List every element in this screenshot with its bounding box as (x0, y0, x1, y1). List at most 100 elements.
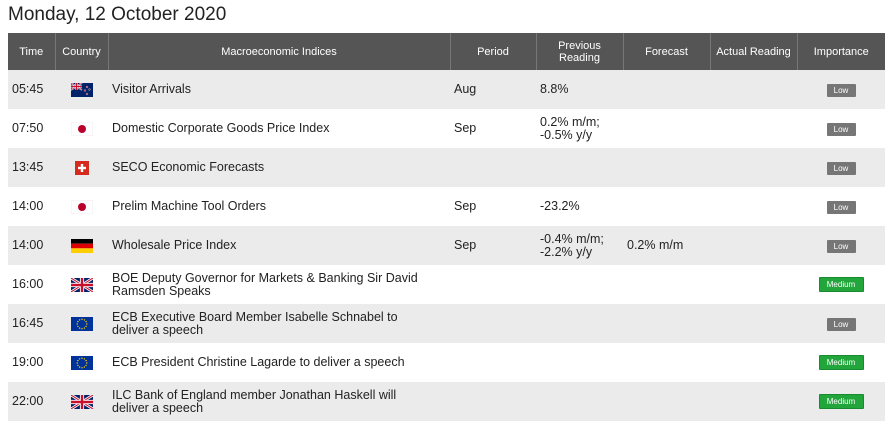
actual-reading-cell (710, 70, 797, 109)
table-row[interactable]: 13:45 SECO Economic Forecasts Low (8, 148, 885, 187)
actual-reading-cell (710, 343, 797, 382)
indicator-cell: ILC Bank of England member Jonathan Hask… (108, 382, 450, 421)
importance-cell: Medium (797, 343, 885, 382)
table-row[interactable]: 07:50 Domestic Corporate Goods Price Inde… (8, 109, 885, 148)
importance-badge: Medium (818, 355, 864, 370)
importance-cell: Low (797, 226, 885, 265)
header-previous-reading[interactable]: Previous Reading (535, 33, 623, 70)
importance-cell: Low (797, 109, 885, 148)
header-previous-line1: Previous (558, 39, 601, 52)
previous-reading-cell (536, 148, 623, 187)
country-cell (55, 265, 108, 304)
importance-badge: Low (826, 317, 856, 331)
gb-flag-icon (69, 393, 94, 410)
importance-badge: Low (826, 200, 856, 214)
indicator-cell: BOE Deputy Governor for Markets & Bankin… (108, 265, 450, 304)
indicator-cell: Domestic Corporate Goods Price Index (108, 109, 450, 148)
header-indices[interactable]: Macroeconomic Indices (107, 33, 450, 70)
previous-reading-cell: 8.8% (536, 70, 623, 109)
table-row[interactable]: 19:00 ECB President Christine Lagarde to … (8, 343, 885, 382)
time-cell: 07:50 (8, 109, 55, 148)
period-cell (450, 382, 536, 421)
previous-reading-cell: 0.2% m/m; -0.5% y/y (536, 109, 623, 148)
period-cell: Sep (450, 226, 536, 265)
importance-badge: Low (826, 239, 856, 253)
table-row[interactable]: 16:45 ECB Executive Board Member Isabelle… (8, 304, 885, 343)
ch-flag-icon (71, 160, 93, 175)
importance-badge: Low (826, 83, 856, 97)
time-cell: 19:00 (8, 343, 55, 382)
forecast-cell (623, 187, 710, 226)
previous-reading-cell (536, 382, 623, 421)
header-forecast[interactable]: Forecast (622, 33, 710, 70)
table-row[interactable]: 05:45 Visitor Arrivals Aug 8.8% Low (8, 70, 885, 109)
period-cell (450, 343, 536, 382)
gb-flag-icon (69, 276, 94, 293)
period-cell (450, 265, 536, 304)
country-cell (55, 109, 108, 148)
indicator-cell: Visitor Arrivals (108, 70, 450, 109)
table-header-row: Time Country Macroeconomic Indices Perio… (8, 33, 885, 70)
actual-reading-cell (710, 304, 797, 343)
indicator-cell: Wholesale Price Index (108, 226, 450, 265)
actual-reading-cell (710, 382, 797, 421)
importance-cell: Low (797, 148, 885, 187)
header-importance[interactable]: Importance (796, 33, 885, 70)
importance-cell: Low (797, 187, 885, 226)
header-time[interactable]: Time (8, 33, 55, 70)
period-cell (450, 148, 536, 187)
table-row[interactable]: 14:00 Prelim Machine Tool Orders Sep -23.2%… (8, 187, 885, 226)
indicator-cell: ECB President Christine Lagarde to deliv… (108, 343, 450, 382)
importance-badge: Low (826, 122, 856, 136)
time-cell: 16:00 (8, 265, 55, 304)
time-cell: 14:00 (8, 187, 55, 226)
header-period[interactable]: Period (449, 33, 536, 70)
importance-badge: Medium (818, 394, 864, 409)
importance-cell: Low (797, 70, 885, 109)
previous-reading-cell: -0.4% m/m; -2.2% y/y (536, 226, 623, 265)
country-cell (55, 304, 108, 343)
forecast-cell: 0.2% m/m (623, 226, 710, 265)
forecast-cell (623, 382, 710, 421)
actual-reading-cell (710, 109, 797, 148)
indicator-cell: SECO Economic Forecasts (108, 148, 450, 187)
table-row[interactable]: 16:00 BOE Deputy Governor for Markets & B… (8, 265, 885, 304)
importance-badge: Medium (818, 277, 864, 292)
jp-flag-icon (70, 121, 93, 136)
importance-badge: Low (826, 161, 856, 175)
forecast-cell (623, 109, 710, 148)
header-country[interactable]: Country (54, 33, 108, 70)
actual-reading-cell (710, 226, 797, 265)
country-cell (55, 382, 108, 421)
forecast-cell (623, 148, 710, 187)
de-flag-icon (70, 238, 93, 253)
period-cell: Sep (450, 109, 536, 148)
previous-reading-cell: -23.2% (536, 187, 623, 226)
eu-flag-icon (70, 316, 93, 331)
country-cell (55, 187, 108, 226)
actual-reading-cell (710, 187, 797, 226)
indicator-cell: ECB Executive Board Member Isabelle Schn… (108, 304, 450, 343)
previous-reading-cell (536, 265, 623, 304)
header-actual-reading[interactable]: Actual Reading (709, 33, 797, 70)
forecast-cell (623, 304, 710, 343)
country-cell (55, 343, 108, 382)
indicator-cell: Prelim Machine Tool Orders (108, 187, 450, 226)
period-cell (450, 304, 536, 343)
country-cell (55, 226, 108, 265)
jp-flag-icon (70, 199, 93, 214)
eu-flag-icon (70, 355, 93, 370)
forecast-cell (623, 70, 710, 109)
nz-flag-icon (70, 81, 93, 97)
table-row[interactable]: 14:00 Wholesale Price Index Sep -0.4% m/m; -… (8, 226, 885, 265)
actual-reading-cell (710, 148, 797, 187)
country-cell (55, 70, 108, 109)
time-cell: 05:45 (8, 70, 55, 109)
importance-cell: Low (797, 304, 885, 343)
time-cell: 14:00 (8, 226, 55, 265)
time-cell: 22:00 (8, 382, 55, 421)
table-row[interactable]: 22:00 ILC Bank of England member Jonathan… (8, 382, 885, 421)
actual-reading-cell (710, 265, 797, 304)
page-title: Monday, 12 October 2020 (8, 4, 227, 25)
header-previous-line2: Reading (559, 51, 600, 64)
